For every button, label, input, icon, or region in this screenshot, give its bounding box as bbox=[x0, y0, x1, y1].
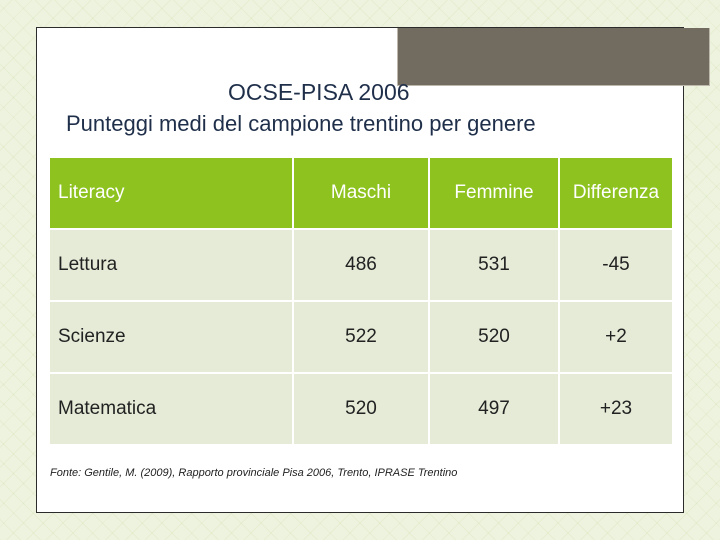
row-label: Matematica bbox=[48, 372, 294, 446]
cell-differenza: -45 bbox=[558, 228, 674, 302]
table-row: Matematica 520 497 +23 bbox=[48, 372, 674, 446]
slide-title: OCSE-PISA 2006 bbox=[228, 79, 410, 105]
cell-femmine: 497 bbox=[428, 372, 560, 446]
row-label: Lettura bbox=[48, 228, 294, 302]
table-header-row: Literacy Maschi Femmine Differenza bbox=[48, 156, 674, 230]
cell-differenza: +2 bbox=[558, 300, 674, 374]
header-maschi: Maschi bbox=[292, 156, 430, 230]
header-femmine: Femmine bbox=[428, 156, 560, 230]
table-row: Scienze 522 520 +2 bbox=[48, 300, 674, 374]
cell-maschi: 486 bbox=[292, 228, 430, 302]
header-literacy: Literacy bbox=[48, 156, 294, 230]
table-row: Lettura 486 531 -45 bbox=[48, 228, 674, 302]
decorative-tab bbox=[397, 28, 710, 86]
header-differenza: Differenza bbox=[558, 156, 674, 230]
cell-maschi: 520 bbox=[292, 372, 430, 446]
row-label: Scienze bbox=[48, 300, 294, 374]
scores-table: Literacy Maschi Femmine Differenza Lettu… bbox=[48, 156, 674, 446]
source-note: Fonte: Gentile, M. (2009), Rapporto prov… bbox=[50, 467, 458, 479]
cell-maschi: 522 bbox=[292, 300, 430, 374]
slide-subtitle: Punteggi medi del campione trentino per … bbox=[66, 111, 536, 136]
cell-femmine: 531 bbox=[428, 228, 560, 302]
cell-differenza: +23 bbox=[558, 372, 674, 446]
cell-femmine: 520 bbox=[428, 300, 560, 374]
